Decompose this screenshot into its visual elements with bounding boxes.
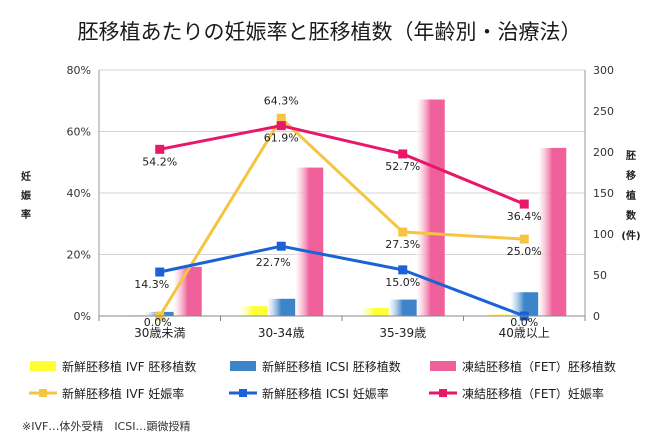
series-marker	[155, 267, 165, 277]
data-label: 64.3%	[264, 94, 299, 107]
y-left-axis-title: 率	[21, 208, 31, 221]
x-category-label: 30歳未満	[134, 326, 185, 340]
y-right-axis-title: (件)	[621, 229, 640, 242]
legend: 新鮮胚移植 IVF 胚移植数 新鮮胚移植 ICSI 胚移植数 凍結胚移植（FET）胚…	[28, 358, 648, 401]
y-right-tick-label: 50	[593, 269, 607, 282]
legend-item: 新鮮胚移植 IVF 妊娠率	[28, 385, 228, 401]
bar	[239, 306, 268, 316]
y-left-axis-title: 娠	[21, 189, 32, 202]
y-right-tick-label: 150	[593, 187, 614, 200]
legend-label: 凍結胚移植（FET）胚移植数	[462, 359, 616, 374]
legend-label: 新鮮胚移植 IVF 妊娠率	[62, 386, 185, 401]
lines	[155, 113, 529, 321]
series-marker	[398, 265, 408, 275]
series-marker	[276, 241, 286, 251]
data-label: 27.3%	[385, 238, 420, 251]
data-label: 0.0%	[510, 316, 538, 329]
data-label: 15.0%	[385, 276, 420, 289]
data-labels: 0.0% 64.3% 27.3% 25.0% 14.3% 22.7% 15.0% 0.0% 54…	[134, 94, 541, 329]
bar	[510, 292, 539, 316]
data-label: 25.0%	[507, 245, 542, 258]
y-right-tick-label: 0	[593, 310, 600, 323]
bar	[295, 167, 324, 316]
gridlines	[99, 69, 585, 255]
y-right-tick-label: 250	[593, 105, 614, 118]
legend-line-marker	[29, 389, 57, 397]
data-label: 54.2%	[142, 155, 177, 168]
series-marker	[276, 121, 286, 131]
x-category-label: 40歳以上	[499, 326, 550, 340]
data-label: 52.7%	[385, 160, 420, 173]
x-category-label: 35-39歳	[379, 326, 426, 340]
legend-swatch	[430, 361, 456, 371]
series-marker	[398, 149, 408, 159]
footnote: ※IVF…体外受精 ICSI…顕微授精	[22, 420, 191, 433]
y-right-axis-title: 胚	[626, 150, 636, 162]
legend-item: 凍結胚移植（FET）胚移植数	[428, 358, 638, 374]
legend-label: 凍結胚移植（FET）妊娠率	[462, 386, 604, 401]
y-right-axis-title: 数	[626, 209, 637, 222]
legend-item: 新鮮胚移植 ICSI 妊娠率	[228, 385, 428, 401]
axes: 0% 20% 40% 60% 80% 0 50 100 150 200 250 300 30歳未満 30-…	[21, 64, 641, 340]
legend-item: 凍結胚移植（FET）妊娠率	[428, 385, 638, 401]
data-label: 36.4%	[507, 210, 542, 223]
legend-swatch	[230, 361, 256, 371]
legend-line-marker	[429, 389, 457, 397]
data-label: 14.3%	[134, 278, 169, 291]
chart: 0% 20% 40% 60% 80% 0 50 100 150 200 250 300 30歳未満 30-…	[21, 64, 641, 340]
bar	[388, 299, 417, 316]
y-left-tick-label: 20%	[67, 249, 91, 262]
legend-label: 新鮮胚移植 IVF 胚移植数	[62, 359, 197, 374]
bar	[482, 314, 511, 316]
y-left-tick-label: 80%	[67, 64, 91, 77]
bar	[360, 307, 389, 316]
series-marker	[276, 113, 286, 123]
series-line	[158, 116, 525, 317]
legend-label: 新鮮胚移植 ICSI 胚移植数	[262, 359, 401, 374]
y-right-axis-title: 植	[625, 189, 636, 202]
y-right-tick-label: 200	[593, 146, 614, 159]
bar	[538, 147, 567, 316]
series-marker	[519, 234, 529, 244]
data-label: 61.9%	[264, 132, 299, 145]
y-right-tick-label: 300	[593, 64, 614, 77]
y-left-tick-label: 0%	[74, 310, 91, 323]
bar	[267, 298, 296, 316]
y-left-tick-label: 40%	[67, 187, 91, 200]
series-marker	[155, 144, 165, 154]
legend-label: 新鮮胚移植 ICSI 妊娠率	[262, 386, 389, 401]
series-line	[159, 244, 525, 318]
data-label: 22.7%	[256, 256, 291, 269]
series-marker	[398, 227, 408, 237]
bars	[117, 99, 567, 317]
y-right-tick-label: 100	[593, 228, 614, 241]
series-marker	[519, 199, 529, 209]
legend-swatch	[30, 361, 56, 371]
legend-item: 新鮮胚移植 ICSI 胚移植数	[228, 358, 428, 374]
series-line	[159, 124, 525, 206]
bar	[173, 266, 202, 316]
x-category-label: 30-34歳	[258, 326, 305, 340]
y-right-axis-title: 移	[626, 169, 636, 182]
y-left-tick-label: 60%	[67, 126, 91, 139]
chart-title: 胚移植あたりの妊娠率と胚移植数（年齢別・治療法）	[77, 20, 582, 44]
legend-item: 新鮮胚移植 IVF 胚移植数	[28, 358, 228, 374]
y-left-axis-title: 妊	[21, 170, 31, 183]
legend-line-marker	[229, 389, 257, 397]
data-label: 0.0%	[144, 316, 172, 329]
